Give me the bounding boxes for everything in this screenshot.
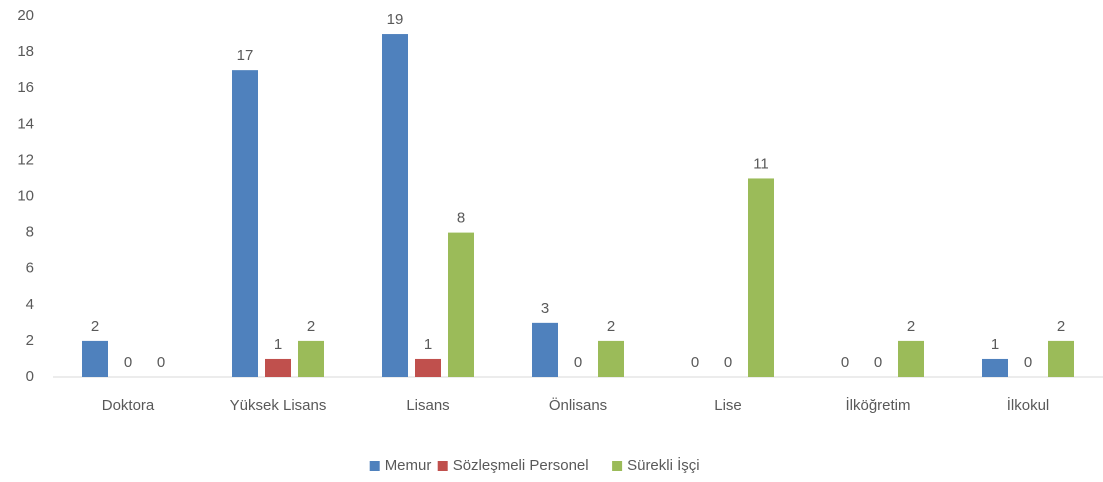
data-label: 2: [307, 318, 315, 335]
bar: [82, 340, 108, 377]
y-tick-label: 20: [17, 7, 34, 24]
legend-swatch: [612, 461, 623, 471]
data-label: 1: [274, 336, 282, 353]
data-label: 11: [753, 155, 769, 172]
bar: [1048, 340, 1074, 377]
x-tick-label: Lise: [714, 397, 742, 414]
data-label: 2: [91, 318, 99, 335]
bar: [532, 322, 558, 377]
data-label: 2: [607, 318, 615, 335]
x-tick-label: Önlisans: [549, 396, 607, 414]
data-label: 0: [691, 354, 699, 371]
legend-swatch: [369, 461, 380, 471]
bar: [298, 340, 324, 377]
data-label: 17: [237, 47, 254, 64]
bar: [382, 34, 408, 378]
data-label: 0: [724, 354, 732, 371]
x-tick-label: İlköğretim: [845, 396, 910, 414]
y-tick-label: 14: [17, 115, 34, 132]
y-tick-label: 0: [26, 368, 34, 385]
legend-label: Sözleşmeli Personel: [453, 457, 589, 474]
legend-label: Sürekli İşçi: [627, 456, 700, 474]
data-label: 0: [157, 354, 165, 371]
y-tick-label: 2: [26, 332, 34, 349]
bar: [448, 232, 474, 377]
x-tick-label: Lisans: [406, 397, 449, 414]
data-label: 1: [424, 336, 432, 353]
data-label: 0: [874, 354, 882, 371]
x-tick-label: İlkokul: [1007, 396, 1050, 414]
data-label: 0: [124, 354, 132, 371]
data-label: 0: [574, 354, 582, 371]
y-tick-label: 10: [17, 187, 34, 204]
data-label: 3: [541, 300, 549, 317]
bar: [898, 340, 924, 377]
y-tick-label: 6: [26, 260, 34, 277]
data-label: 19: [387, 11, 404, 28]
data-label: 1: [991, 336, 999, 353]
bar: [265, 358, 291, 377]
bar: [982, 358, 1008, 377]
data-label: 2: [907, 318, 915, 335]
x-tick-label: Doktora: [102, 397, 155, 414]
bar: [598, 340, 624, 377]
data-label: 2: [1057, 318, 1065, 335]
x-tick-label: Yüksek Lisans: [230, 397, 327, 414]
y-tick-label: 4: [26, 296, 34, 313]
y-tick-label: 12: [17, 151, 34, 168]
legend-swatch: [437, 461, 448, 471]
data-label: 0: [1024, 354, 1032, 371]
y-tick-label: 18: [17, 43, 34, 60]
legend-label: Memur: [385, 457, 432, 474]
data-label: 8: [457, 210, 465, 227]
bar: [232, 70, 258, 378]
bar: [415, 358, 441, 377]
y-tick-label: 16: [17, 79, 34, 96]
bar: [748, 178, 774, 377]
y-tick-label: 8: [26, 224, 34, 241]
data-label: 0: [841, 354, 849, 371]
